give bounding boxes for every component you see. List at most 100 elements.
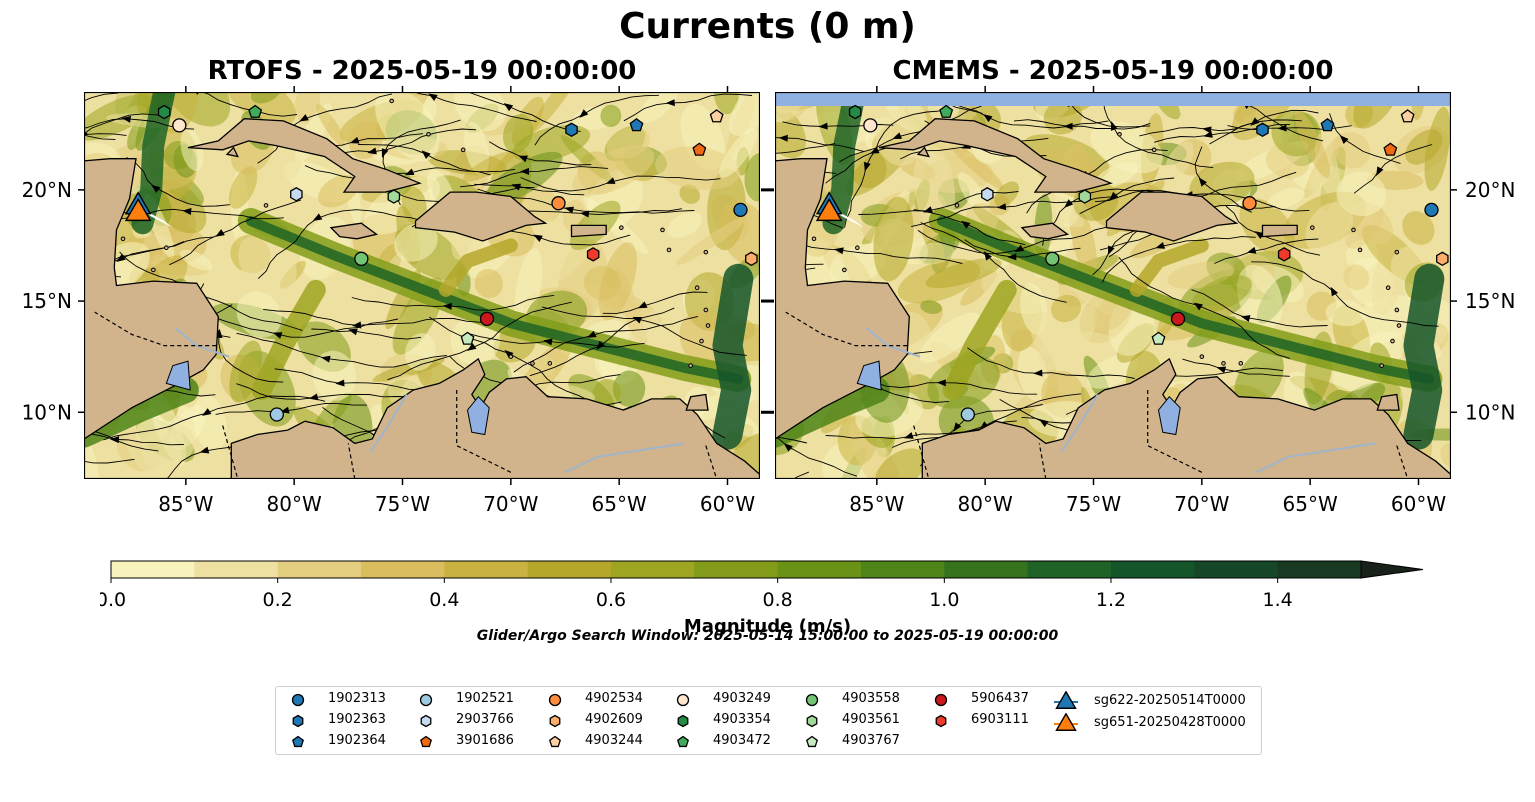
marker-4903558 [1045, 251, 1060, 266]
country-borders [94, 311, 718, 479]
legend-marker-icon [419, 693, 433, 707]
marker-4903558 [354, 251, 369, 266]
marker-4903244 [1400, 109, 1415, 123]
marker-4903354 [157, 104, 171, 120]
marker-2903766 [290, 187, 303, 202]
legend-triangle-icon [1055, 691, 1077, 709]
no-data-band [775, 92, 1451, 106]
legend-label: 4903561 [842, 712, 900, 727]
x-tick-label: 70°W [483, 492, 538, 516]
marker-3901686 [692, 142, 707, 156]
colorbar-segment [361, 561, 445, 578]
legend-pentagon-icon [806, 735, 818, 748]
marker-1902363 [1256, 122, 1269, 138]
x-tick-label: 75°W [1066, 492, 1121, 516]
marker-4903767 [460, 331, 475, 345]
legend-pentagon-icon [549, 735, 561, 748]
colorbar-segment [444, 561, 529, 578]
legend-label: 4903249 [713, 691, 771, 706]
legend-marker-icon [291, 693, 305, 707]
legend-label: 4902609 [585, 712, 643, 727]
colorbar-segment [111, 561, 195, 578]
legend-label: 2903766 [456, 712, 514, 727]
colorbar-tick-label: 0.4 [429, 589, 459, 611]
marker-2903766 [981, 187, 994, 202]
x-tick-label: 70°W [1174, 492, 1229, 516]
legend-marker-icon [549, 714, 561, 728]
legend: 1902313 1902363 1902364 1902521 2903766 39016… [275, 686, 1262, 755]
colorbar-segment [694, 561, 779, 578]
legend-item: 4903767 [798, 731, 923, 751]
y-tick-label: 20°N [1465, 178, 1515, 202]
legend-marker-icon [806, 714, 818, 728]
legend-triangle-icon [1055, 713, 1077, 731]
legend-label: 4903767 [842, 733, 900, 748]
legend-item: 4903249 [669, 689, 794, 709]
cmems-map-panel [775, 92, 1451, 479]
marker-4902534 [1242, 196, 1257, 211]
figure-title: Currents (0 m) [619, 6, 916, 47]
colorbar-frame [110, 560, 1362, 579]
legend-item: sg622-20250514T0000 [1052, 691, 1252, 711]
colorbar: 0.0 0.2 0.4 0.6 0.8 1.0 1.2 1.4 [100, 560, 1424, 611]
legend-label: 1902313 [328, 691, 386, 706]
colorbar-label: Magnitude (m/s) [683, 616, 852, 637]
x-tick-label: 80°W [267, 492, 322, 516]
legend-circle-icon [805, 693, 819, 707]
legend-hexagon-icon [292, 714, 304, 728]
legend-item: 4902609 [541, 710, 666, 730]
rivers [865, 327, 1376, 474]
legend-circle-icon [934, 693, 948, 707]
legend-item: 6903111 [927, 710, 1052, 730]
colorbar-segment [1194, 561, 1279, 578]
legend-hexagon-icon [677, 714, 689, 728]
legend-label: 1902363 [328, 712, 386, 727]
marker-3901686 [1383, 142, 1398, 156]
legend-circle-icon [676, 693, 690, 707]
colorbar-tick-label: 1.4 [1263, 589, 1293, 611]
legend-pentagon-icon [677, 735, 689, 748]
marker-4903561 [387, 189, 401, 204]
legend-marker-icon [805, 693, 819, 707]
marker-5906437 [479, 311, 495, 327]
marker-4902609 [1436, 251, 1449, 267]
marker-4903249 [172, 118, 187, 133]
legend-marker-icon [935, 714, 947, 728]
legend-marker-icon [548, 693, 562, 707]
legend-item: 4903558 [798, 689, 923, 709]
legend-marker-icon [676, 693, 690, 707]
y-tick-label: 10°N [22, 400, 72, 424]
legend-item: 1902363 [284, 710, 409, 730]
marker-1902363 [565, 122, 578, 138]
legend-marker-icon [1054, 713, 1078, 731]
legend-label: 6903111 [971, 712, 1029, 727]
land-masses [84, 92, 760, 479]
legend-label: 4903354 [713, 712, 771, 727]
legend-item: 2903766 [412, 710, 537, 730]
legend-item: sg651-20250428T0000 [1052, 713, 1252, 733]
x-tick-label: 75°W [375, 492, 430, 516]
axis-ticks-layer: 85°W 80°W 75°W 70°W 65°W 60°W 10°N 15°N 20°N 85°W… [22, 86, 1515, 516]
legend-marker-icon [677, 714, 689, 728]
legend-circle-icon [291, 693, 305, 707]
legend-label: 4903472 [713, 733, 771, 748]
colorbar-segment [1277, 561, 1362, 578]
legend-item: 1902364 [284, 731, 409, 751]
marker-4903767 [1151, 331, 1166, 345]
search-window-text: Glider/Argo Search Window: 2025-05-14 15… [476, 628, 1059, 644]
legend-item: 4903354 [669, 710, 794, 730]
legend-label: 4903244 [585, 733, 643, 748]
marker-4902609 [745, 251, 758, 267]
legend-item: 4903472 [669, 731, 794, 751]
legend-hexagon-icon [806, 714, 818, 728]
x-tick-label: 60°W [1391, 492, 1446, 516]
legend-marker-icon [420, 735, 432, 748]
marker-4903244 [709, 109, 724, 123]
legend-hexagon-icon [420, 714, 432, 728]
colorbar-segment [777, 561, 862, 578]
legend-pentagon-icon [420, 735, 432, 748]
legend-item: 1902521 [412, 689, 537, 709]
legend-marker-icon [292, 735, 304, 748]
legend-marker-icon [934, 693, 948, 707]
lakes [856, 360, 1181, 436]
